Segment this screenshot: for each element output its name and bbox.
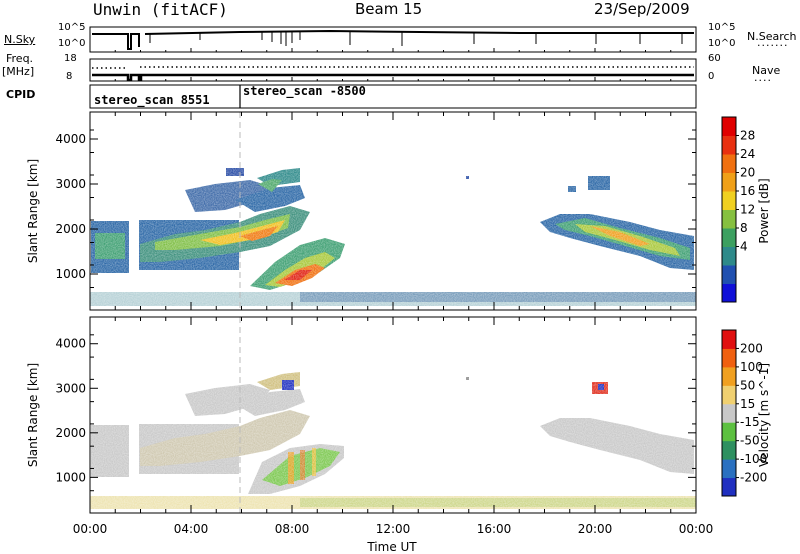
velocity-colorbar-swatch-4	[722, 403, 736, 423]
y-tick-label-0-0: 1000	[55, 267, 86, 281]
power-y-axis-label: Slant Range [km]	[26, 159, 40, 263]
date-title: 23/Sep/2009	[594, 0, 690, 18]
nsky-label: N.Sky	[4, 33, 36, 46]
nsearch-label: N.Search	[747, 30, 797, 43]
nsky-tick-bottom: 10^0	[58, 38, 86, 49]
y-tick-label-1-0: 1000	[55, 470, 86, 484]
power-colorbar-tick-2: 20	[740, 166, 755, 180]
beam-title: Beam 15	[355, 0, 423, 18]
power-colorbar-swatch-0	[722, 283, 736, 303]
velocity-colorbar-tick-4: -15	[740, 415, 760, 429]
freq-label: Freq.	[6, 52, 34, 65]
nave-label: Nave	[752, 64, 781, 77]
nave-tick-bottom: 0	[708, 71, 715, 82]
power-colorbar-swatch-6	[722, 172, 736, 192]
nave-trace	[92, 66, 694, 69]
nsky-trace	[92, 29, 694, 50]
power-colorbar-label: Power [dB]	[757, 178, 771, 243]
power-colorbar-swatch-5	[722, 191, 736, 210]
y-tick-label-1-2: 3000	[55, 381, 86, 395]
velocity-colorbar-tick-3: 15	[740, 397, 755, 411]
y-tick-label-0-1: 2000	[55, 222, 86, 236]
cpid-scan-2: stereo_scan -8500	[243, 84, 366, 98]
station-title: Unwin (fitACF)	[93, 0, 228, 19]
nsky-dropouts	[149, 31, 683, 46]
x-tick-label-5: 20:00	[578, 522, 613, 536]
freq-tick-bottom: 8	[66, 71, 73, 82]
power-colorbar-swatch-1	[722, 265, 736, 284]
velocity-colorbar-tick-6: -100	[740, 452, 767, 466]
velocity-panel	[89, 316, 697, 514]
power-colorbar: 28 24 20 16 12 8 4	[721, 116, 755, 303]
x-tick-label-3: 12:00	[376, 522, 411, 536]
power-colorbar-swatch-7	[722, 154, 736, 173]
nsky-tick-top: 10^5	[58, 22, 86, 33]
nave-legend-dots: ····	[754, 74, 772, 87]
x-tick-label-1: 04:00	[174, 522, 209, 536]
power-colorbar-swatch-3	[722, 228, 736, 247]
power-colorbar-swatch-8	[722, 135, 736, 155]
cpid-scan-1: stereo_scan 8551	[94, 93, 210, 107]
velocity-colorbar: 200 100 50 15 -15 -50 -100 -200	[721, 329, 767, 497]
y-tick-label-1-1: 2000	[55, 426, 86, 440]
power-colorbar-tick-0: 28	[740, 129, 755, 143]
velocity-colorbar-label: Velocity [m s^-1]	[757, 363, 771, 467]
x-axis-label: Time UT	[366, 540, 417, 554]
velocity-colorbar-tick-1: 100	[740, 360, 763, 374]
power-colorbar-swatch-4	[722, 209, 736, 229]
power-panel	[89, 111, 697, 311]
power-colorbar-tick-6: 4	[740, 240, 748, 254]
velocity-colorbar-swatch-2	[722, 440, 736, 460]
nsearch-tick-top: 10^5	[708, 22, 736, 33]
power-colorbar-swatch-9	[722, 117, 736, 136]
velocity-colorbar-tick-2: 50	[740, 378, 755, 392]
axis-ticks	[89, 48, 697, 514]
y-tick-label-1-3: 4000	[55, 337, 86, 351]
velocity-colorbar-swatch-8	[722, 330, 736, 349]
nsearch-tick-bottom: 10^0	[708, 38, 736, 49]
velocity-colorbar-swatch-0	[722, 477, 736, 497]
power-colorbar-tick-4: 12	[740, 203, 755, 217]
velocity-colorbar-tick-7: -200	[740, 471, 767, 485]
velocity-colorbar-swatch-1	[722, 459, 736, 479]
x-tick-label-4: 16:00	[477, 522, 512, 536]
axis-tick-labels: 1000 2000 3000 4000 1000 2000 3000 4000 00:00 04:…	[55, 132, 713, 536]
nsearch-legend-dots: ·······	[757, 39, 789, 52]
velocity-y-axis-label: Slant Range [km]	[26, 363, 40, 467]
cpid-label: CPID	[6, 88, 36, 101]
x-tick-label-0: 00:00	[73, 522, 108, 536]
power-colorbar-tick-3: 16	[740, 184, 755, 198]
freq-tick-top: 18	[64, 53, 77, 64]
freq-unit-label: [MHz]	[2, 65, 35, 78]
power-colorbar-tick-1: 24	[740, 147, 755, 161]
x-tick-label-6: 00:00	[679, 522, 714, 536]
velocity-colorbar-swatch-6	[722, 366, 736, 386]
power-colorbar-swatch-2	[722, 246, 736, 266]
y-tick-label-0-2: 3000	[55, 177, 86, 191]
velocity-colorbar-tick-0: 200	[740, 341, 763, 355]
velocity-colorbar-tick-5: -50	[740, 434, 760, 448]
y-tick-label-0-3: 4000	[55, 132, 86, 146]
velocity-colorbar-swatch-3	[722, 422, 736, 442]
x-tick-label-2: 08:00	[275, 522, 310, 536]
freq-trace	[92, 73, 694, 82]
power-colorbar-tick-5: 8	[740, 221, 748, 235]
cpid-panel	[89, 84, 697, 109]
velocity-colorbar-swatch-7	[722, 348, 736, 368]
velocity-colorbar-swatch-5	[722, 385, 736, 405]
nave-tick-top: 60	[708, 53, 721, 64]
